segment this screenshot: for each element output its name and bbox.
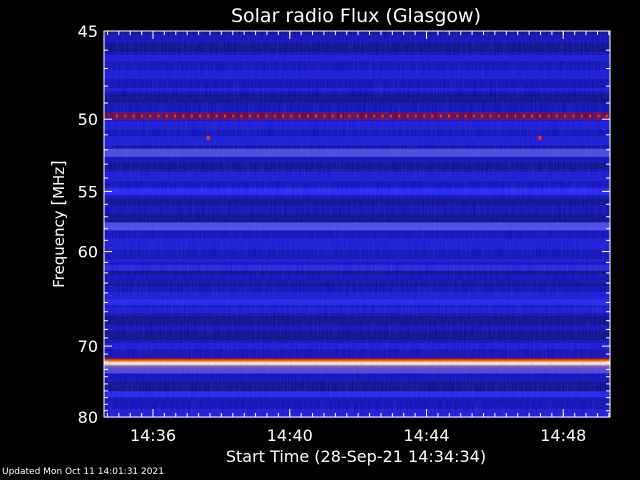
interference-dot [365,114,367,118]
interference-dot [547,114,550,118]
interference-dot [265,114,268,118]
interference-dot [605,114,608,118]
interference-dot [240,114,243,118]
interference-dot [456,114,459,118]
y-axis-label: Frequency [MHz] [49,160,69,288]
spot-events [206,135,542,140]
x-tick-label: 14:36 [130,426,176,445]
y-tick-label: 50 [78,110,98,129]
x-tick-label: 14:44 [403,426,449,445]
spot-event [538,135,542,140]
interference-dot [381,114,384,118]
x-tick-label: 14:48 [540,426,586,445]
y-tick-label: 80 [78,408,98,427]
interference-dot [531,114,533,118]
interference-dot [190,114,193,118]
y-axis-label-bracket-close: ] [49,160,69,167]
interference-dot [199,114,201,118]
x-axis-label: Start Time (28-Sep-21 14:34:34) [226,447,486,466]
interference-dot [232,114,235,118]
interference-dot [464,114,467,118]
y-axis-label-text: Frequency [MHz] [49,160,69,288]
interference-dot [389,114,392,118]
y-axis-label-name: Frequency [50,206,68,288]
interference-dot [282,114,284,118]
interference-dot [174,114,177,118]
x-axis: 14:36 14:40 14:44 14:48 [106,31,610,445]
interference-dot [497,114,500,118]
spot-event [206,135,210,140]
interference-dot [323,114,326,118]
update-timestamp: Updated Mon Oct 11 14:01:31 2021 [2,467,164,477]
chart-title: Solar radio Flux (Glasgow) [231,5,481,27]
interference-dot [506,114,509,118]
y-tick-label: 70 [78,337,98,356]
interference-dot [414,114,417,118]
interference-dot [257,114,260,118]
y-tick-label: 45 [78,22,98,41]
plot-area [103,30,611,418]
y-tick-label: 60 [78,243,98,262]
y-axis-label-unit: MHz [50,167,68,199]
interference-dot [564,114,567,118]
interference-dot [472,114,475,118]
y-axis: 45 50 55 60 70 80 [78,22,610,427]
interference-dot [315,114,318,118]
interference-dot [215,114,218,118]
interference-dot [290,114,293,118]
interference-dot [182,114,185,118]
interference-dot [589,114,592,118]
interference-dot [348,114,351,118]
interference-dot [149,114,152,118]
interference-dot [448,114,450,118]
interference-dot [132,114,135,118]
spectrogram-noise [104,31,610,417]
interference-dot [356,114,359,118]
interference-dot [580,114,583,118]
interference-dot [406,114,409,118]
interference-dot [116,114,118,118]
interference-dot [555,114,558,118]
interference-dot [157,114,160,118]
interference-dot [431,114,434,118]
interference-dot [124,114,127,118]
interference-dot [331,114,334,118]
interference-dot [248,114,251,118]
interference-dot [514,114,517,118]
interference-dot [207,114,210,118]
interference-dot [597,114,600,118]
interference-dot [522,114,525,118]
interference-dot [306,114,309,118]
interference-dot [423,114,426,118]
x-tick-label: 14:40 [267,426,313,445]
interference-dot [223,114,226,118]
interference-dots [116,114,608,118]
interference-dot [439,114,442,118]
interference-dot [140,114,143,118]
plot-frame [103,30,611,418]
y-tick-label: 55 [78,182,98,201]
interference-dot [539,114,542,118]
interference-dot [572,114,575,118]
interference-dot [398,114,401,118]
interference-dot [489,114,492,118]
interference-dot [273,114,276,118]
interference-dot [298,114,301,118]
interference-dot [340,114,343,118]
interference-dot [481,114,484,118]
interference-dot [165,114,168,118]
y-axis-label-bracket-open: [ [49,199,69,206]
interference-dot [373,114,376,118]
